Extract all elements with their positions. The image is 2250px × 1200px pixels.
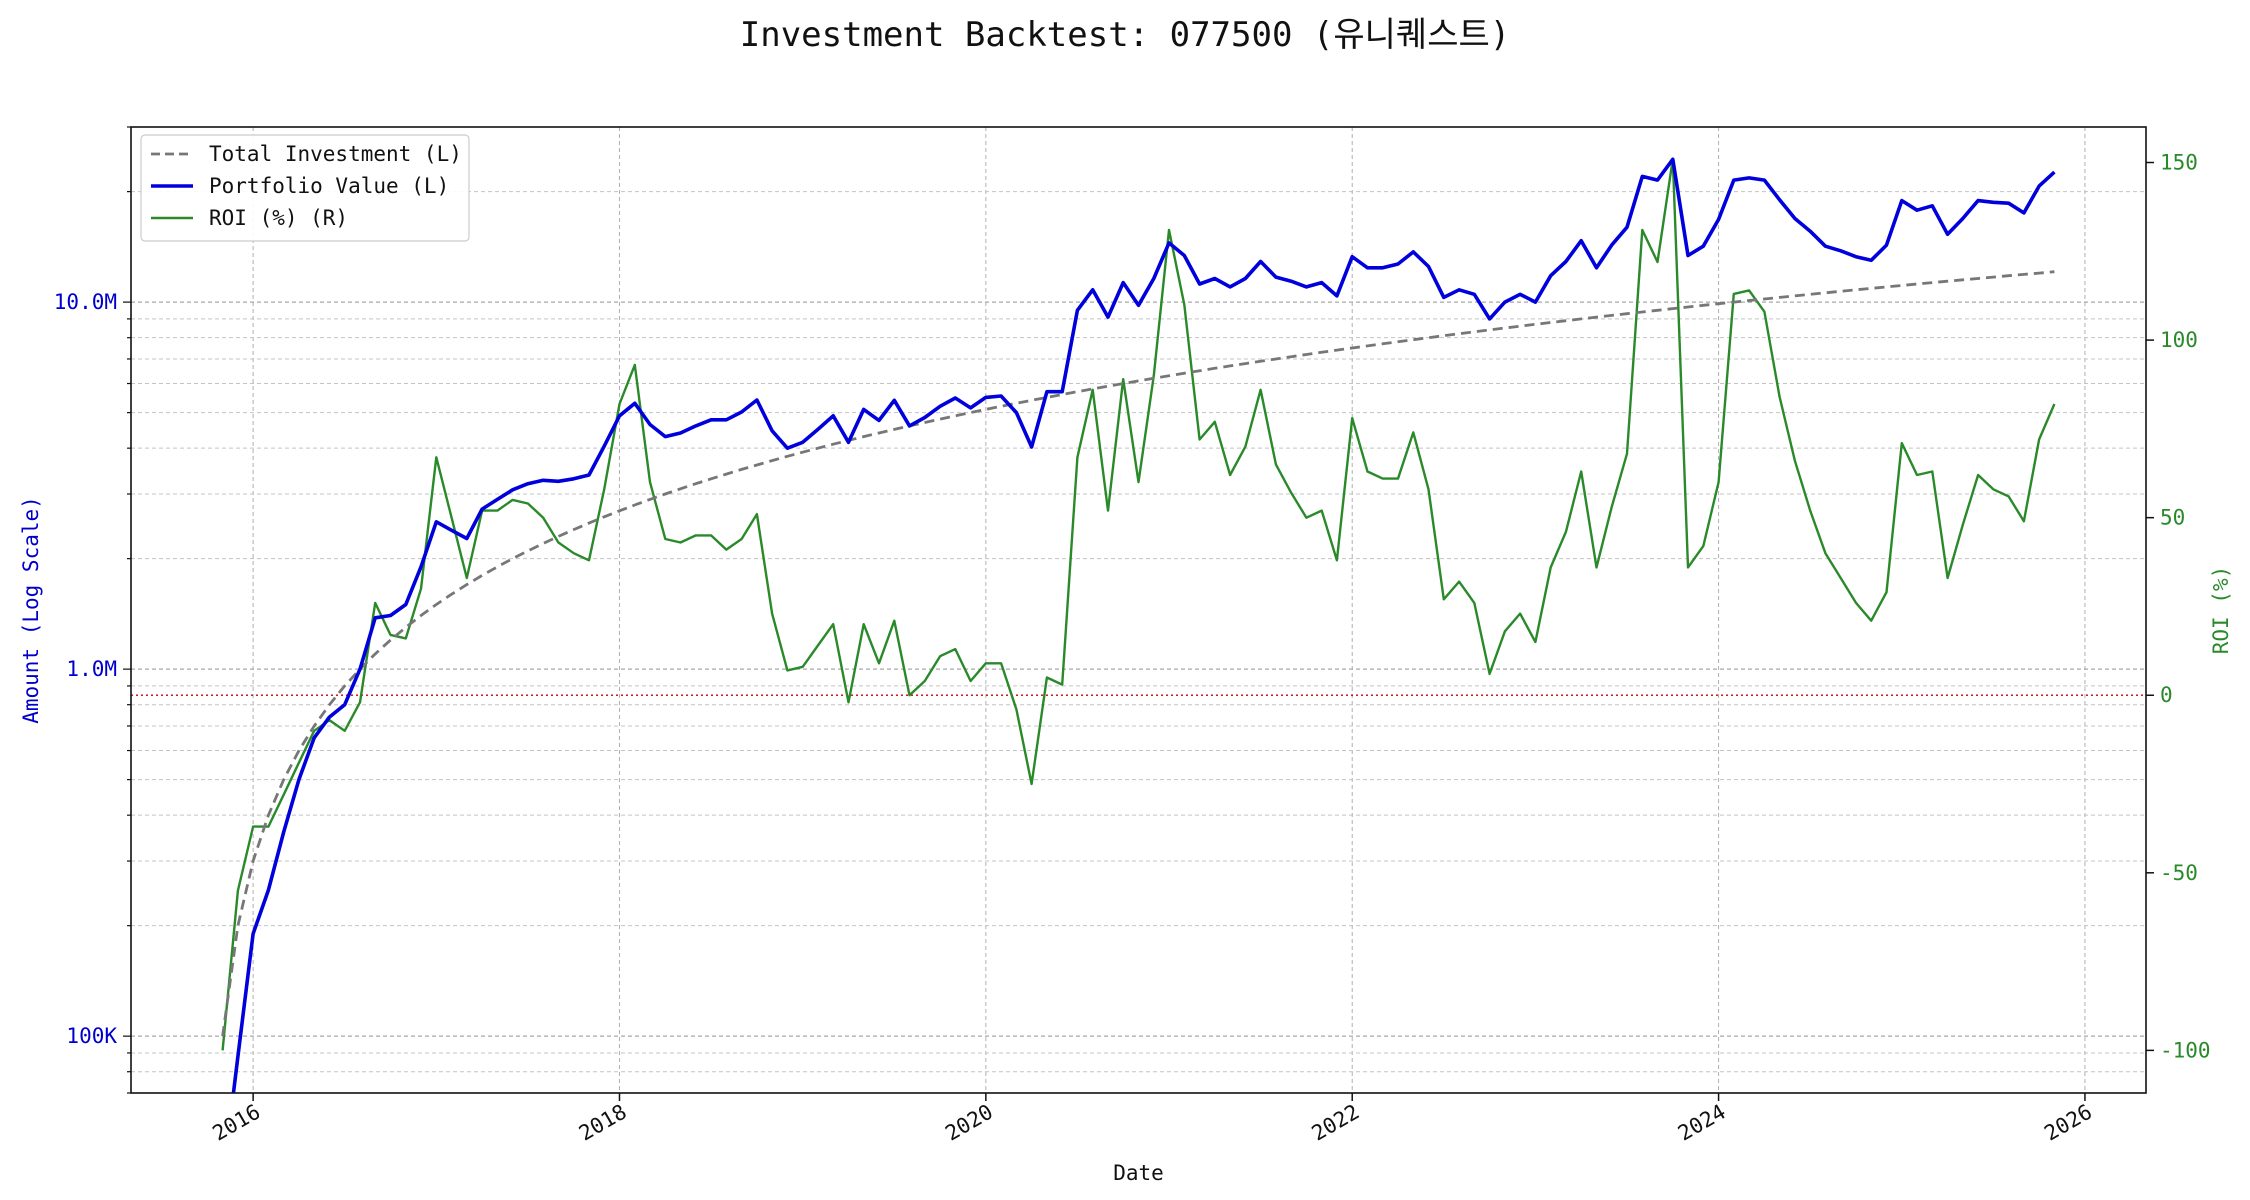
y-axis-right-label: ROI (%)	[2209, 566, 2233, 655]
total-investment-line	[221, 270, 2055, 1037]
y-right-tick-label: -50	[2160, 861, 2198, 885]
chart-title: Investment Backtest: 077500 (유니퀘스트)	[740, 15, 1511, 55]
legend-label-roi-line: ROI (%) (R)	[209, 206, 348, 230]
y-left-tick-label: 1.0M	[66, 657, 117, 681]
series-layer	[221, 157, 2056, 1093]
y-left-tick-label: 10.0M	[54, 290, 117, 314]
y-right-tick-label: 50	[2160, 506, 2185, 530]
plot-frame	[130, 126, 2147, 1094]
y-axis-left-label: Amount (Log Scale)	[19, 496, 43, 724]
y-left-tick-label: 100K	[66, 1024, 117, 1048]
legend-box	[140, 134, 470, 242]
y-right-tick-label: -100	[2160, 1038, 2211, 1062]
grid	[131, 126, 2146, 1094]
roi-line	[221, 157, 2056, 1051]
legend-label-total-investment-line: Total Investment (L)	[209, 142, 462, 166]
portfolio-value-line	[231, 157, 2056, 1093]
legend-label-portfolio-value-line: Portfolio Value (L)	[209, 174, 449, 198]
plot-border	[130, 126, 2147, 1094]
y-right-tick-label: 0	[2160, 683, 2173, 707]
legend: Total Investment (L) Portfolio Value (L) R…	[140, 134, 470, 242]
y-right-tick-label: 100	[2160, 328, 2198, 352]
y-right-tick-label: 150	[2160, 151, 2198, 175]
x-axis-label: Date	[1113, 1161, 1164, 1185]
